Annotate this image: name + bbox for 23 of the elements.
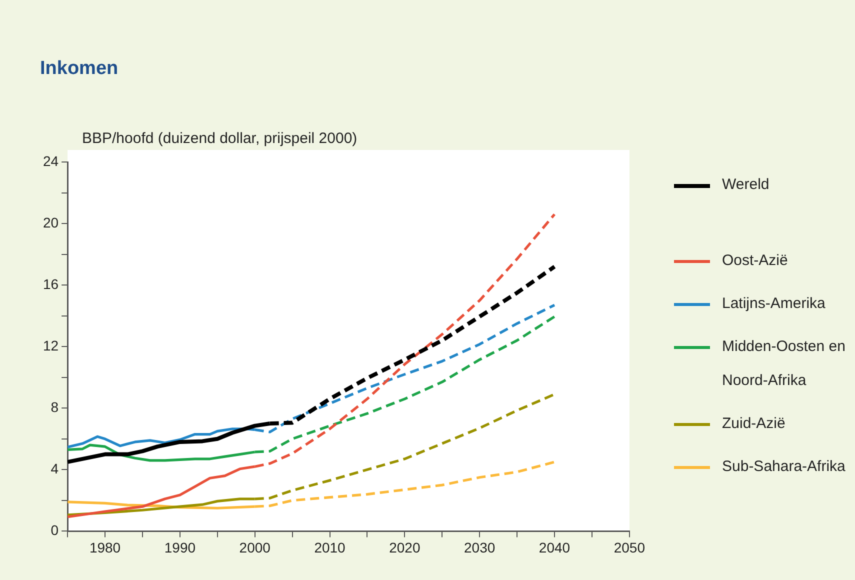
- y-tick-label: 16: [42, 276, 59, 292]
- legend-label: Midden-Oosten en Noord-Afrika: [722, 337, 846, 391]
- chart-title: Inkomen: [40, 58, 118, 80]
- x-tick-label: 2010: [314, 539, 346, 556]
- x-tick-label: 2050: [614, 539, 646, 556]
- x-tick-label: 2000: [239, 539, 271, 556]
- legend-label: Latijns-Amerika: [722, 294, 826, 314]
- y-tick-label: 4: [50, 460, 59, 477]
- y-tick-label: 0: [50, 522, 59, 538]
- legend-label: Wereld: [722, 175, 770, 195]
- x-tick-label: 1990: [164, 539, 196, 556]
- x-tick-label: 2030: [464, 539, 496, 556]
- x-tick-label: 2020: [389, 539, 420, 556]
- y-tick-label: 8: [50, 398, 59, 415]
- x-tick-label: 2040: [538, 539, 570, 556]
- x-tick-label: 1980: [89, 539, 121, 556]
- legend-label: Zuid-Azië: [722, 414, 786, 434]
- legend-label: Sub-Sahara-Afrika: [722, 457, 846, 477]
- y-axis-title: BBP/hoofd (duizend dollar, prijspeil 2000): [82, 130, 358, 147]
- y-tick-label: 20: [42, 214, 59, 230]
- legend-label: Oost-Azië: [722, 251, 789, 271]
- y-tick-label: 12: [42, 337, 59, 354]
- y-tick-label: 24: [42, 152, 59, 169]
